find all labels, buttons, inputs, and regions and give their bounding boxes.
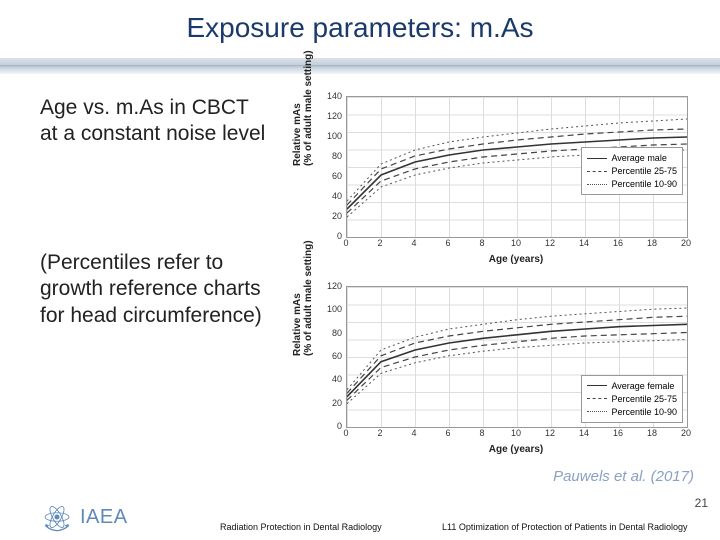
plot-area-bottom: Average femalePercentile 25-75Percentile… [346, 286, 688, 428]
chart-female: Relative mAs (% of adult male setting) 0… [288, 276, 704, 466]
footer-caption-left: Radiation Protection in Dental Radiology [220, 522, 382, 532]
ylabel-line1-b: Relative mAs [292, 293, 303, 356]
ylabel-line2-b: (% of adult male setting) [303, 240, 314, 356]
iaea-logo-block: IAEA [40, 500, 128, 534]
title-area: Exposure parameters: m.As [0, 12, 720, 44]
page-number: 21 [695, 496, 708, 510]
iaea-logo-text: IAEA [80, 506, 128, 529]
ylabel-line2: (% of adult male setting) [303, 50, 314, 166]
legend-top: Average malePercentile 25-75Percentile 1… [581, 147, 683, 195]
body-paragraph-1: Age vs. m.As in CBCT at a constant noise… [40, 95, 270, 148]
title-divider [0, 58, 720, 74]
plot-area-top: Average malePercentile 25-75Percentile 1… [346, 96, 688, 238]
citation: Pauwels et al. (2017) [553, 468, 694, 485]
footer-caption-right: L11 Optimization of Protection of Patien… [442, 522, 687, 532]
chart-male: Relative mAs (% of adult male setting) 0… [288, 86, 704, 276]
body-paragraph-2: (Percentiles refer to growth reference c… [40, 250, 270, 329]
footer: IAEA Radiation Protection in Dental Radi… [0, 496, 720, 540]
y-axis-label-top: Relative mAs (% of adult male setting) [292, 50, 314, 166]
iaea-logo-icon [40, 500, 74, 534]
legend-bottom: Average femalePercentile 25-75Percentile… [581, 375, 683, 423]
y-axis-label-bottom: Relative mAs (% of adult male setting) [292, 240, 314, 356]
x-axis-label-bottom: Age (years) [346, 444, 686, 455]
ylabel-line1: Relative mAs [292, 103, 303, 166]
slide: Exposure parameters: m.As Age vs. m.As i… [0, 0, 720, 540]
charts-container: Relative mAs (% of adult male setting) 0… [288, 86, 704, 466]
x-axis-label-top: Age (years) [346, 254, 686, 265]
slide-title: Exposure parameters: m.As [186, 12, 533, 43]
